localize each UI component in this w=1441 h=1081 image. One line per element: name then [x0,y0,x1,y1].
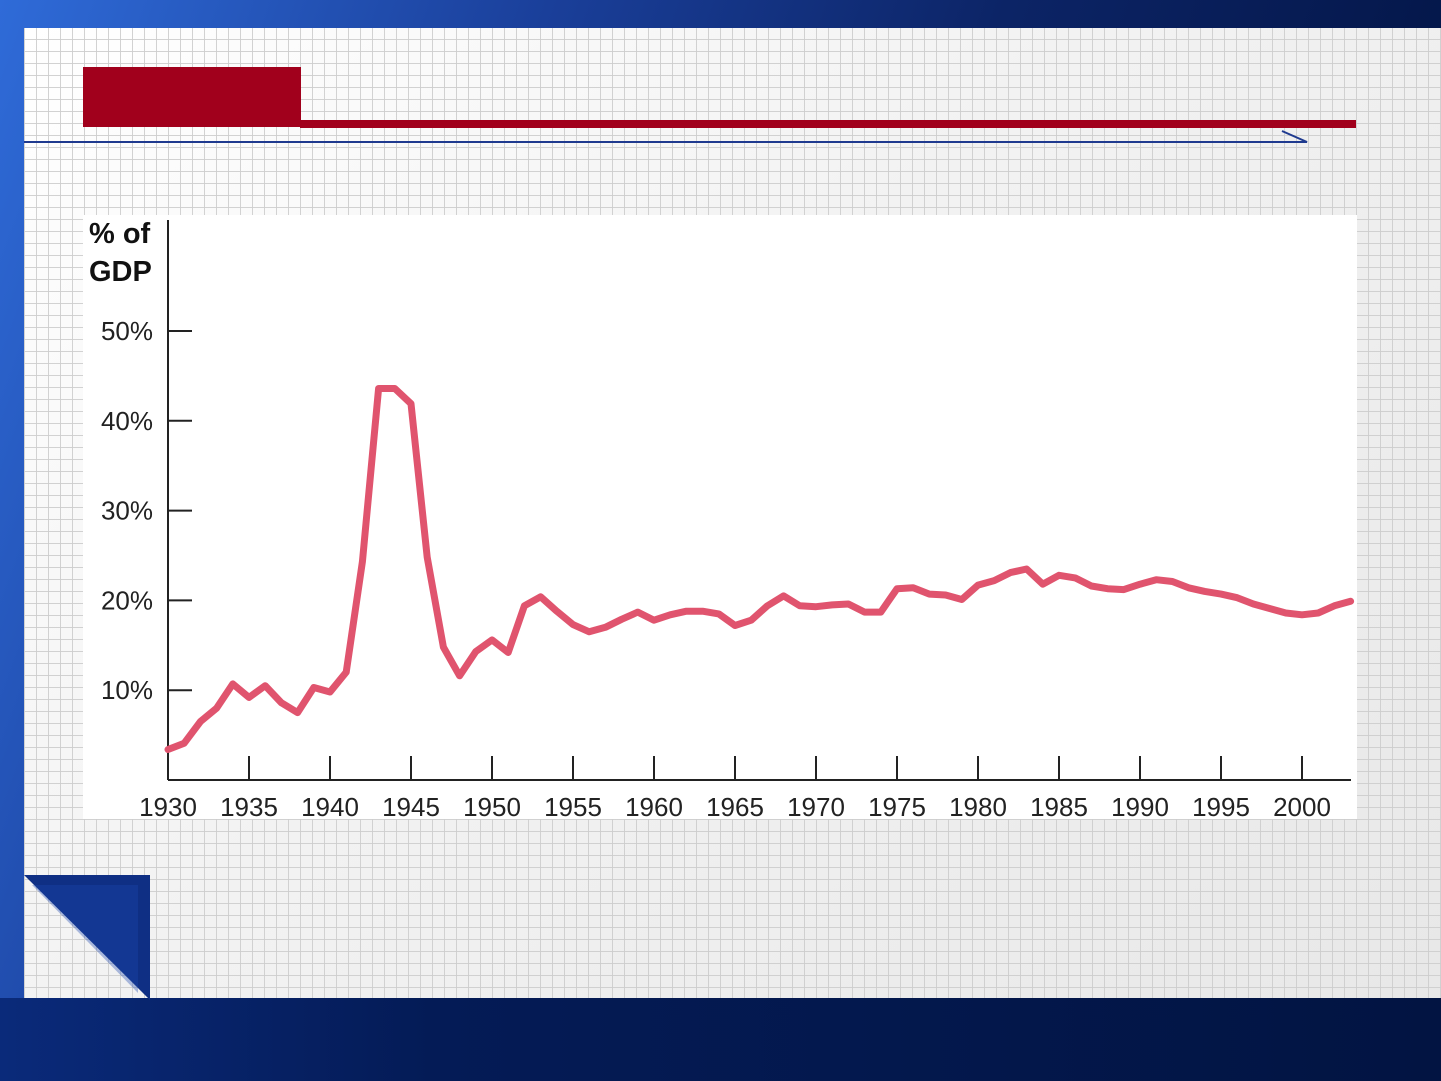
y-tick-label: 40% [101,406,153,436]
x-tick-label: 1940 [301,792,359,819]
x-tick-label: 1975 [868,792,926,819]
x-tick-label: 1955 [544,792,602,819]
x-tick-label: 1990 [1111,792,1169,819]
x-tick-label: 1995 [1192,792,1250,819]
x-tick-label: 1970 [787,792,845,819]
title-accent-rule [300,120,1356,128]
x-tick-label: 1945 [382,792,440,819]
y-tick-label: 20% [101,585,153,615]
title-underline-rule [24,141,1306,143]
x-tick-label: 1930 [139,792,197,819]
y-tick-label: 30% [101,496,153,526]
page-corner-fold-icon [24,875,150,1000]
title-accent-box [83,67,301,127]
x-tick-label: 1965 [706,792,764,819]
x-tick-label: 1985 [1030,792,1088,819]
x-tick-label: 1950 [463,792,521,819]
rule-arrow-icon [1280,130,1308,143]
series-line [164,385,1355,753]
line-chart: 10% 20% 30% 40% 50% 1930 1935 1940 1945 1950 1955 1… [101,220,1355,819]
y-tick-label: 50% [101,316,153,346]
y-axis-title: % of GDP [89,218,152,288]
x-tick-label: 1935 [220,792,278,819]
y-tick-label: 10% [101,675,153,705]
chart-card: 10% 20% 30% 40% 50% 1930 1935 1940 1945 1950 1955 1… [83,215,1357,819]
x-tick-label: 1960 [625,792,683,819]
slide-footer-band [0,998,1441,1081]
x-tick-label: 2000 [1273,792,1331,819]
x-tick-label: 1980 [949,792,1007,819]
